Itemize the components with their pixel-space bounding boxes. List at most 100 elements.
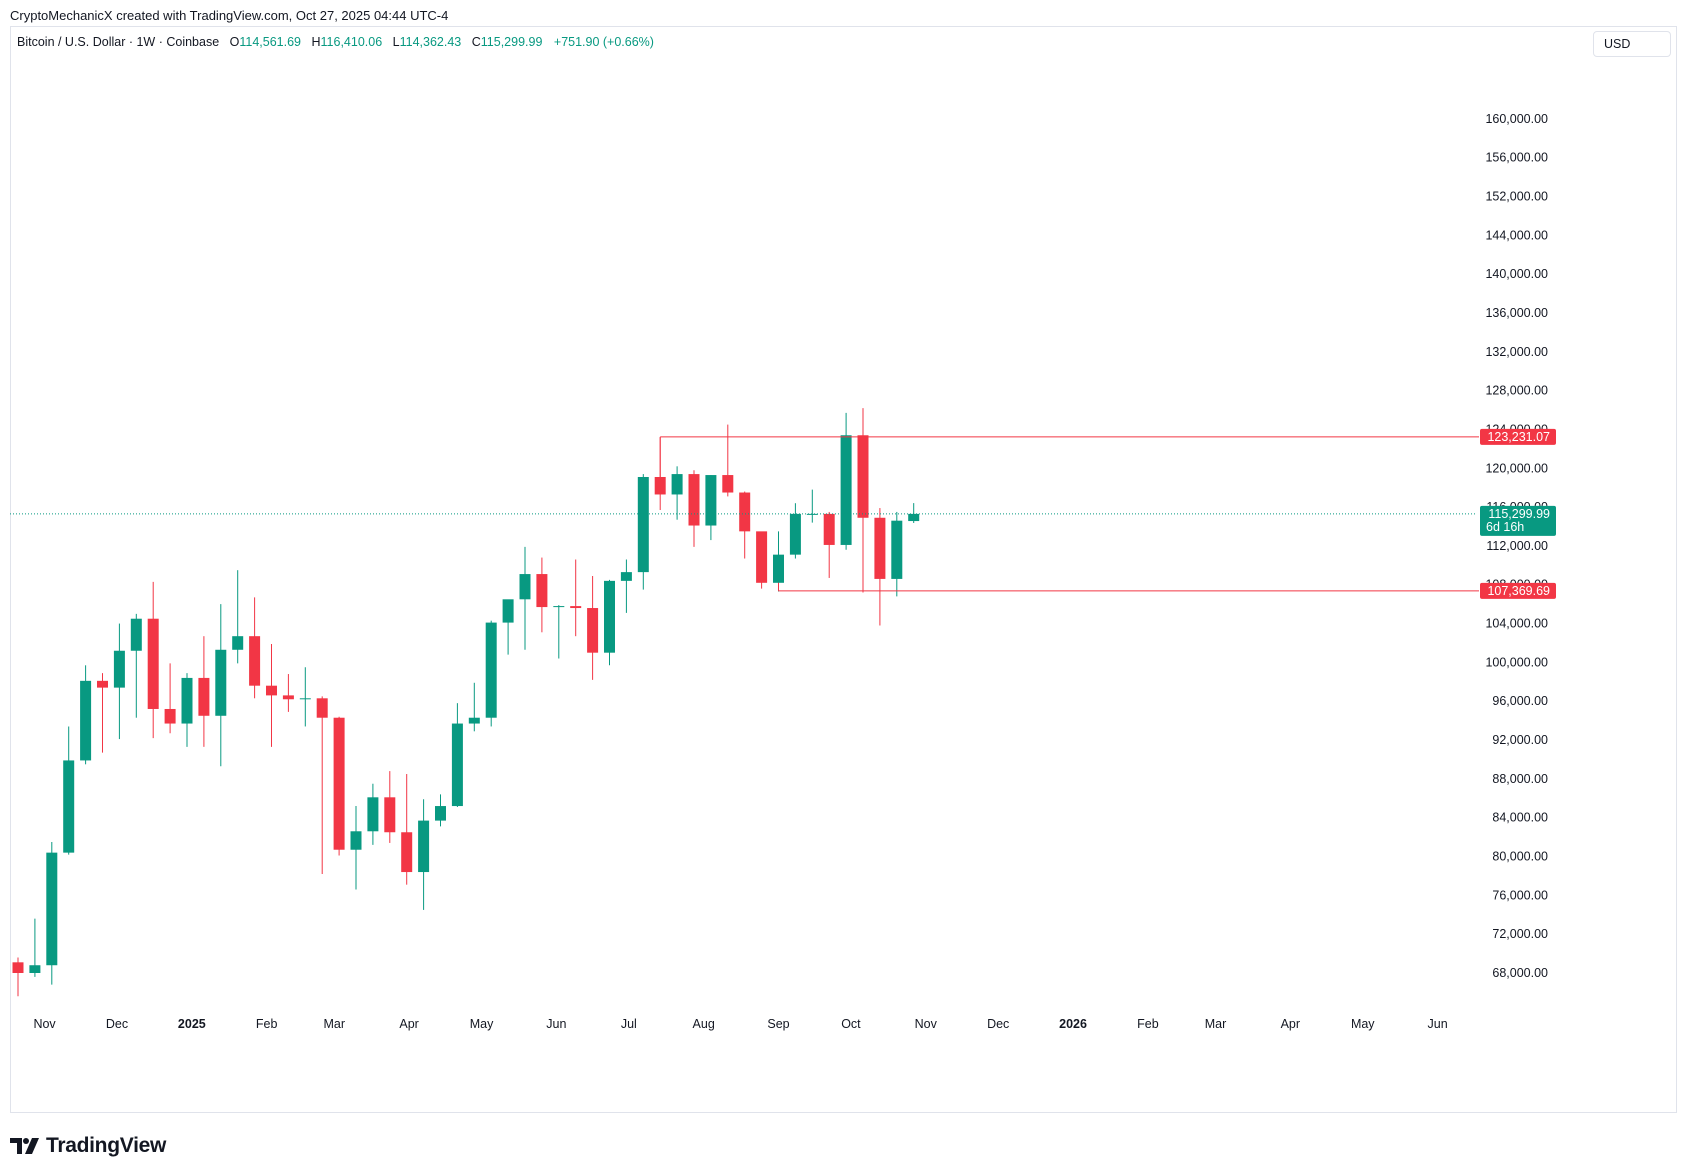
last-price-tag-text: 6d 16h bbox=[1486, 520, 1524, 534]
candle bbox=[874, 508, 886, 626]
candle bbox=[435, 794, 446, 827]
candle-body bbox=[113, 650, 125, 688]
y-tick-label: 92,000.00 bbox=[1492, 733, 1548, 747]
candle bbox=[620, 559, 632, 613]
tradingview-brand[interactable]: TradingView bbox=[10, 1134, 166, 1158]
level-price-tag: 123,231.07 bbox=[1480, 428, 1556, 445]
candle bbox=[536, 557, 548, 633]
candle-body bbox=[299, 698, 311, 700]
x-tick-label: 2025 bbox=[178, 1017, 206, 1031]
x-tick-label: Nov bbox=[33, 1017, 56, 1031]
x-tick-label: Feb bbox=[1137, 1017, 1159, 1031]
candle bbox=[198, 636, 210, 747]
candle bbox=[97, 673, 108, 753]
y-tick-label: 100,000.00 bbox=[1485, 655, 1548, 669]
candle bbox=[249, 597, 261, 699]
candle-body bbox=[29, 965, 41, 973]
candle-body bbox=[97, 680, 108, 688]
chart-frame bbox=[10, 26, 1677, 1113]
y-tick-label: 112,000.00 bbox=[1486, 539, 1548, 553]
y-tick-label: 160,000.00 bbox=[1485, 112, 1548, 126]
candle-body bbox=[857, 435, 869, 518]
candle bbox=[840, 412, 852, 550]
level-price-tag-bg bbox=[1480, 582, 1556, 599]
candle-body bbox=[789, 513, 801, 555]
candle bbox=[857, 408, 869, 593]
candle-body bbox=[806, 513, 818, 515]
candle bbox=[468, 682, 480, 732]
y-axis: 68,000.00 72,000.00 76,000.00 80,000.00 84,0… bbox=[1485, 112, 1548, 980]
candle-body bbox=[249, 636, 261, 686]
candle-body bbox=[722, 475, 734, 493]
candle-body bbox=[874, 517, 886, 579]
candle-body bbox=[485, 622, 497, 718]
y-tick-label: 96,000.00 bbox=[1492, 694, 1548, 708]
open-label: O bbox=[229, 35, 240, 49]
tradingview-logo-icon bbox=[10, 1138, 39, 1154]
currency-button[interactable]: USD bbox=[1593, 31, 1671, 57]
candle bbox=[553, 605, 565, 659]
candle bbox=[688, 470, 700, 547]
candle-body bbox=[587, 608, 599, 653]
candle bbox=[63, 726, 75, 855]
candle-body bbox=[891, 520, 903, 579]
open-value: 114,561.69 bbox=[239, 35, 302, 49]
candle bbox=[80, 665, 92, 765]
candle-body bbox=[401, 832, 413, 873]
candle-body bbox=[12, 962, 24, 973]
chart-attribution: CryptoMechanicX created with TradingView… bbox=[10, 8, 449, 23]
low-value: 114,362.43 bbox=[399, 35, 462, 49]
candle bbox=[130, 613, 142, 718]
y-tick-label: 104,000.00 bbox=[1485, 617, 1548, 631]
candle-body bbox=[502, 599, 514, 623]
candle bbox=[418, 799, 430, 910]
candle bbox=[316, 696, 328, 874]
x-tick-label: Oct bbox=[841, 1017, 861, 1031]
candle-body bbox=[570, 606, 582, 609]
candle-body bbox=[80, 680, 92, 761]
candle bbox=[232, 570, 244, 664]
candle-body bbox=[46, 852, 58, 966]
candle bbox=[384, 771, 396, 843]
candle-body bbox=[350, 831, 362, 850]
candle bbox=[908, 503, 920, 523]
level-price-tag-text: 107,369.69 bbox=[1487, 584, 1550, 598]
y-tick-label: 128,000.00 bbox=[1485, 384, 1548, 398]
candle bbox=[164, 663, 176, 734]
candle-body bbox=[756, 531, 768, 583]
candles-group bbox=[12, 408, 920, 997]
candle bbox=[367, 783, 379, 845]
candle-body bbox=[215, 649, 227, 716]
x-tick-label: Sep bbox=[767, 1017, 789, 1031]
candle bbox=[282, 674, 294, 712]
candle bbox=[147, 581, 159, 739]
x-tick-label: Dec bbox=[106, 1017, 128, 1031]
y-tick-label: 140,000.00 bbox=[1485, 267, 1548, 281]
candle bbox=[266, 643, 277, 747]
level-price-tag-bg bbox=[1480, 428, 1556, 445]
candle-body bbox=[333, 717, 345, 850]
close-label: C bbox=[471, 35, 481, 49]
candle bbox=[485, 620, 497, 727]
candle bbox=[181, 673, 193, 747]
candle-body bbox=[468, 717, 480, 724]
candle bbox=[739, 491, 751, 559]
y-tick-label: 156,000.00 bbox=[1485, 151, 1548, 165]
candle-body bbox=[198, 677, 210, 716]
x-tick-label: Apr bbox=[399, 1017, 418, 1031]
y-tick-label: 136,000.00 bbox=[1485, 306, 1548, 320]
candle-body bbox=[435, 806, 446, 821]
candle-body bbox=[164, 708, 176, 724]
candle-body bbox=[266, 685, 277, 696]
high-value: 116,410.06 bbox=[320, 35, 383, 49]
candle bbox=[451, 703, 463, 808]
candle bbox=[29, 918, 41, 977]
level-price-tag-text: 123,231.07 bbox=[1487, 430, 1550, 444]
y-tick-label: 120,000.00 bbox=[1485, 461, 1548, 475]
x-tick-label: Dec bbox=[987, 1017, 1009, 1031]
candle bbox=[823, 511, 835, 578]
candle-body bbox=[840, 435, 852, 545]
candle bbox=[722, 424, 734, 497]
